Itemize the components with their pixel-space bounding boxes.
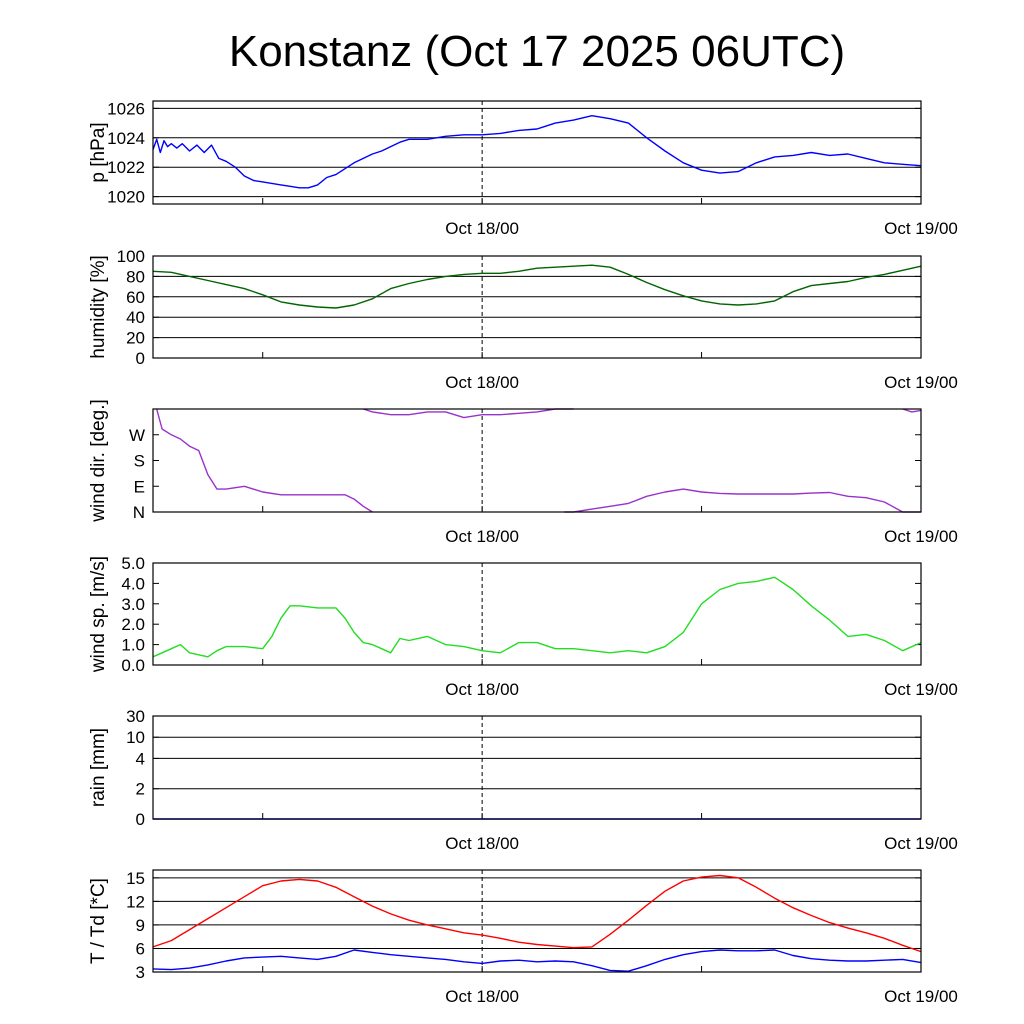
wind-speed-ytick-label: 0.0 (121, 656, 145, 675)
rain-ytick-label: 4 (136, 749, 145, 768)
humidity-series-0 (152, 264, 922, 309)
wind-direction-series-0 (156, 408, 373, 513)
wind-speed-ytick-label: 5.0 (121, 554, 145, 573)
temperature-ytick-label: 3 (136, 963, 145, 982)
wind-direction-ytick-label: E (134, 477, 145, 496)
humidity-ytick-label: 20 (126, 329, 145, 348)
pressure-ytick-label: 1020 (107, 188, 145, 207)
temperature-frame (152, 869, 922, 973)
wind-speed-ytick-label: 2.0 (121, 615, 145, 634)
wind-direction-series-3 (902, 408, 922, 413)
rain-ytick-label: 10 (126, 728, 145, 747)
humidity-xtick-label: Oct 18/00 (445, 373, 519, 392)
wind-direction-xtick-label: Oct 18/00 (445, 527, 519, 546)
rain-panel: 0 2 4 10 30 rain [mm] Oct 18/00 Oct 19/00 (88, 707, 958, 853)
pressure-ytick-label: 1024 (107, 129, 145, 148)
humidity-ytick-label: 100 (117, 247, 145, 266)
pressure-ytick-label: 1026 (107, 99, 145, 118)
wind-speed-ytick-label: 1.0 (121, 636, 145, 655)
temperature-xtick-label: Oct 18/00 (445, 987, 519, 1006)
temperature-ytick-label: 9 (136, 916, 145, 935)
pressure-ytick-label: 1022 (107, 158, 145, 177)
rain-ytick-label: 2 (136, 780, 145, 799)
temperature-xtick-label: Oct 19/00 (884, 987, 958, 1006)
wind-speed-ytick-label: 4.0 (121, 574, 145, 593)
temperature-series-1 (152, 949, 922, 972)
wind-speed-xtick-label: Oct 18/00 (445, 680, 519, 699)
wind-direction-ytick-label: N (133, 503, 145, 522)
temperature-ytick-label: 6 (136, 939, 145, 958)
wind-speed-ytick-label: 3.0 (121, 595, 145, 614)
humidity-ytick-label: 60 (126, 288, 145, 307)
temperature-ytick-label: 12 (126, 892, 145, 911)
humidity-ytick-label: 0 (136, 349, 145, 368)
wind-direction-series-2 (564, 488, 921, 513)
wind-direction-series-1 (363, 408, 574, 419)
wind-direction-ylabel: wind dir. [deg.] (88, 399, 109, 523)
temperature-panel: 3 6 9 12 15 T / Td [*C] Oct 18/00 Oct 19/00 (88, 869, 958, 1006)
wind-speed-frame (152, 562, 922, 666)
rain-frame (152, 715, 922, 820)
pressure-series-0 (152, 114, 922, 189)
pressure-panel: 1020 1022 1024 1026 p [hPa] Oct 18/00 Oct 19/0… (88, 99, 958, 238)
wind-direction-xtick-label: Oct 19/00 (884, 527, 958, 546)
wind-speed-xtick-label: Oct 19/00 (884, 680, 958, 699)
chart-title: Konstanz (Oct 17 2025 06UTC) (229, 27, 845, 76)
rain-ytick-label: 30 (126, 707, 145, 726)
wind-speed-panel: 0.01.0 2.03.0 4.05.0 wind sp. [m/s] Oct 18/0… (88, 554, 958, 699)
wind-direction-ytick-label: S (134, 452, 145, 471)
pressure-xtick-label: Oct 19/00 (884, 219, 958, 238)
humidity-ytick-label: 80 (126, 267, 145, 286)
humidity-ylabel: humidity [%] (88, 255, 109, 358)
humidity-frame (152, 255, 922, 359)
temperature-ylabel: T / Td [*C] (88, 878, 109, 964)
wind-direction-frame (152, 408, 922, 513)
temperature-ytick-label: 15 (126, 869, 145, 888)
rain-xtick-label: Oct 18/00 (445, 834, 519, 853)
pressure-xtick-label: Oct 18/00 (445, 219, 519, 238)
pressure-frame (152, 100, 922, 205)
temperature-series-0 (152, 874, 922, 953)
rain-ytick-label: 0 (136, 810, 145, 829)
humidity-ytick-label: 40 (126, 308, 145, 327)
rain-xtick-label: Oct 19/00 (884, 834, 958, 853)
wind-speed-ylabel: wind sp. [m/s] (88, 556, 109, 673)
humidity-xtick-label: Oct 19/00 (884, 373, 958, 392)
pressure-ylabel: p [hPa] (88, 122, 109, 182)
rain-ylabel: rain [mm] (88, 728, 109, 807)
wind-direction-ytick-label: W (129, 426, 145, 445)
wind-speed-series-0 (152, 576, 922, 658)
